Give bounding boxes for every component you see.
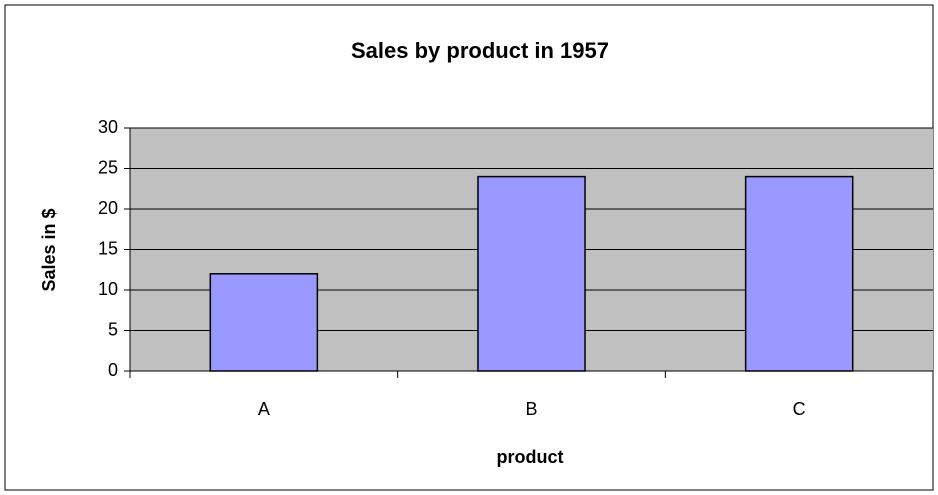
y-tick-label: 0 <box>108 360 118 380</box>
bar <box>209 273 319 372</box>
y-tick-label: 15 <box>98 238 118 258</box>
bar <box>744 175 854 372</box>
y-tick-label: 20 <box>98 198 118 218</box>
y-tick-label: 5 <box>108 319 118 339</box>
x-axis-label: product <box>497 447 564 467</box>
y-axis-label: Sales in $ <box>39 208 59 291</box>
x-tick-label: A <box>258 399 270 419</box>
bar <box>477 175 586 372</box>
y-tick-label: 25 <box>98 157 118 177</box>
x-tick-label: C <box>793 399 806 419</box>
y-tick-label: 30 <box>98 117 118 137</box>
x-tick-label: B <box>525 399 537 419</box>
chart-title: Sales by product in 1957 <box>351 38 609 63</box>
y-tick-label: 10 <box>98 279 118 299</box>
